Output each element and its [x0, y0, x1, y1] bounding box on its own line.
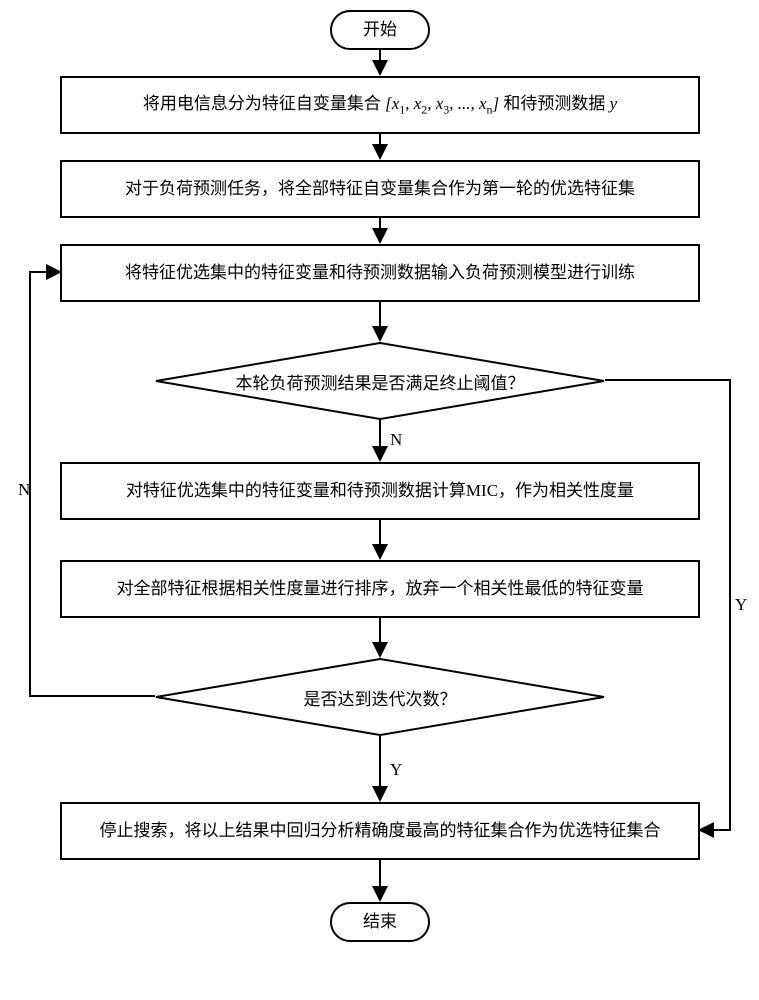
terminator-end-label: 结束: [363, 911, 397, 933]
step-compute-mic-label: 对特征优选集中的特征变量和待预测数据计算MIC，作为相关性度量: [126, 480, 634, 502]
step-sort-drop: 对全部特征根据相关性度量进行排序，放弃一个相关性最低的特征变量: [60, 560, 700, 618]
edge-label-d1-n: N: [390, 430, 402, 450]
step-stop-search: 停止搜索，将以上结果中回归分析精确度最高的特征集合作为优选特征集合: [60, 802, 700, 860]
step-init-feature-set: 对于负荷预测任务，将全部特征自变量集合作为第一轮的优选特征集: [60, 160, 700, 218]
terminator-start-label: 开始: [363, 19, 397, 41]
step-split-data: 将用电信息分为特征自变量集合 [x1, x2, x3, ..., xn] 和待预…: [60, 76, 700, 134]
edge-label-d2-n: N: [18, 480, 30, 500]
step-stop-search-label: 停止搜索，将以上结果中回归分析精确度最高的特征集合作为优选特征集合: [100, 820, 661, 842]
step-train-model-label: 将特征优选集中的特征变量和待预测数据输入负荷预测模型进行训练: [125, 262, 635, 284]
decision-iterations: 是否达到迭代次数？: [155, 658, 605, 736]
step-init-feature-set-label: 对于负荷预测任务，将全部特征自变量集合作为第一轮的优选特征集: [125, 178, 635, 200]
terminator-start: 开始: [330, 10, 430, 50]
step-split-data-label: 将用电信息分为特征自变量集合 [x1, x2, x3, ..., xn] 和待预…: [143, 93, 617, 118]
decision-threshold-label: 本轮负荷预测结果是否满足终止阈值？: [155, 342, 605, 420]
flowchart-canvas: 开始 将用电信息分为特征自变量集合 [x1, x2, x3, ..., xn] …: [0, 0, 759, 1000]
step-compute-mic: 对特征优选集中的特征变量和待预测数据计算MIC，作为相关性度量: [60, 462, 700, 520]
step-sort-drop-label: 对全部特征根据相关性度量进行排序，放弃一个相关性最低的特征变量: [117, 578, 644, 600]
edge-label-d1-y: Y: [735, 595, 747, 615]
decision-threshold: 本轮负荷预测结果是否满足终止阈值？: [155, 342, 605, 420]
edge-label-d2-y: Y: [390, 760, 402, 780]
decision-iterations-label: 是否达到迭代次数？: [155, 658, 605, 736]
step-train-model: 将特征优选集中的特征变量和待预测数据输入负荷预测模型进行训练: [60, 244, 700, 302]
terminator-end: 结束: [330, 902, 430, 942]
